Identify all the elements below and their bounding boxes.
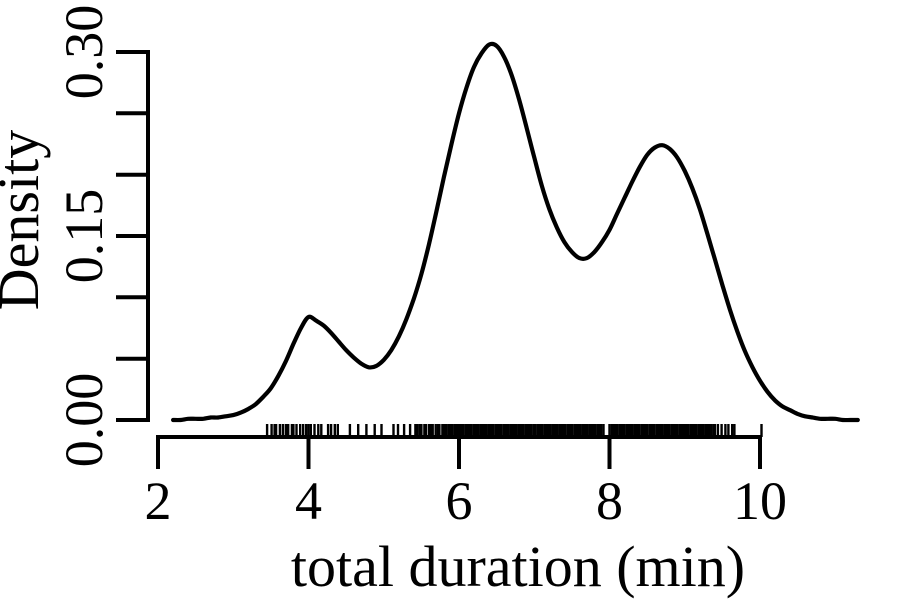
y-tick-label: 0.30: [54, 5, 114, 100]
x-tick-label: 10: [733, 471, 787, 531]
x-tick-label: 4: [295, 471, 322, 531]
x-axis-title: total duration (min): [291, 534, 745, 599]
y-axis: 0.00 0.15 0.30: [54, 5, 150, 468]
x-tick-label: 8: [596, 471, 623, 531]
x-axis: 2 4 6 8 10: [145, 435, 787, 531]
y-tick-label: 0.00: [54, 373, 114, 468]
y-tick-label: 0.15: [54, 189, 114, 284]
x-tick-label: 6: [446, 471, 473, 531]
y-axis-title: Density: [0, 130, 51, 310]
rug-marks: [265, 424, 763, 437]
x-tick-label: 2: [145, 471, 172, 531]
density-curve: [171, 41, 860, 423]
